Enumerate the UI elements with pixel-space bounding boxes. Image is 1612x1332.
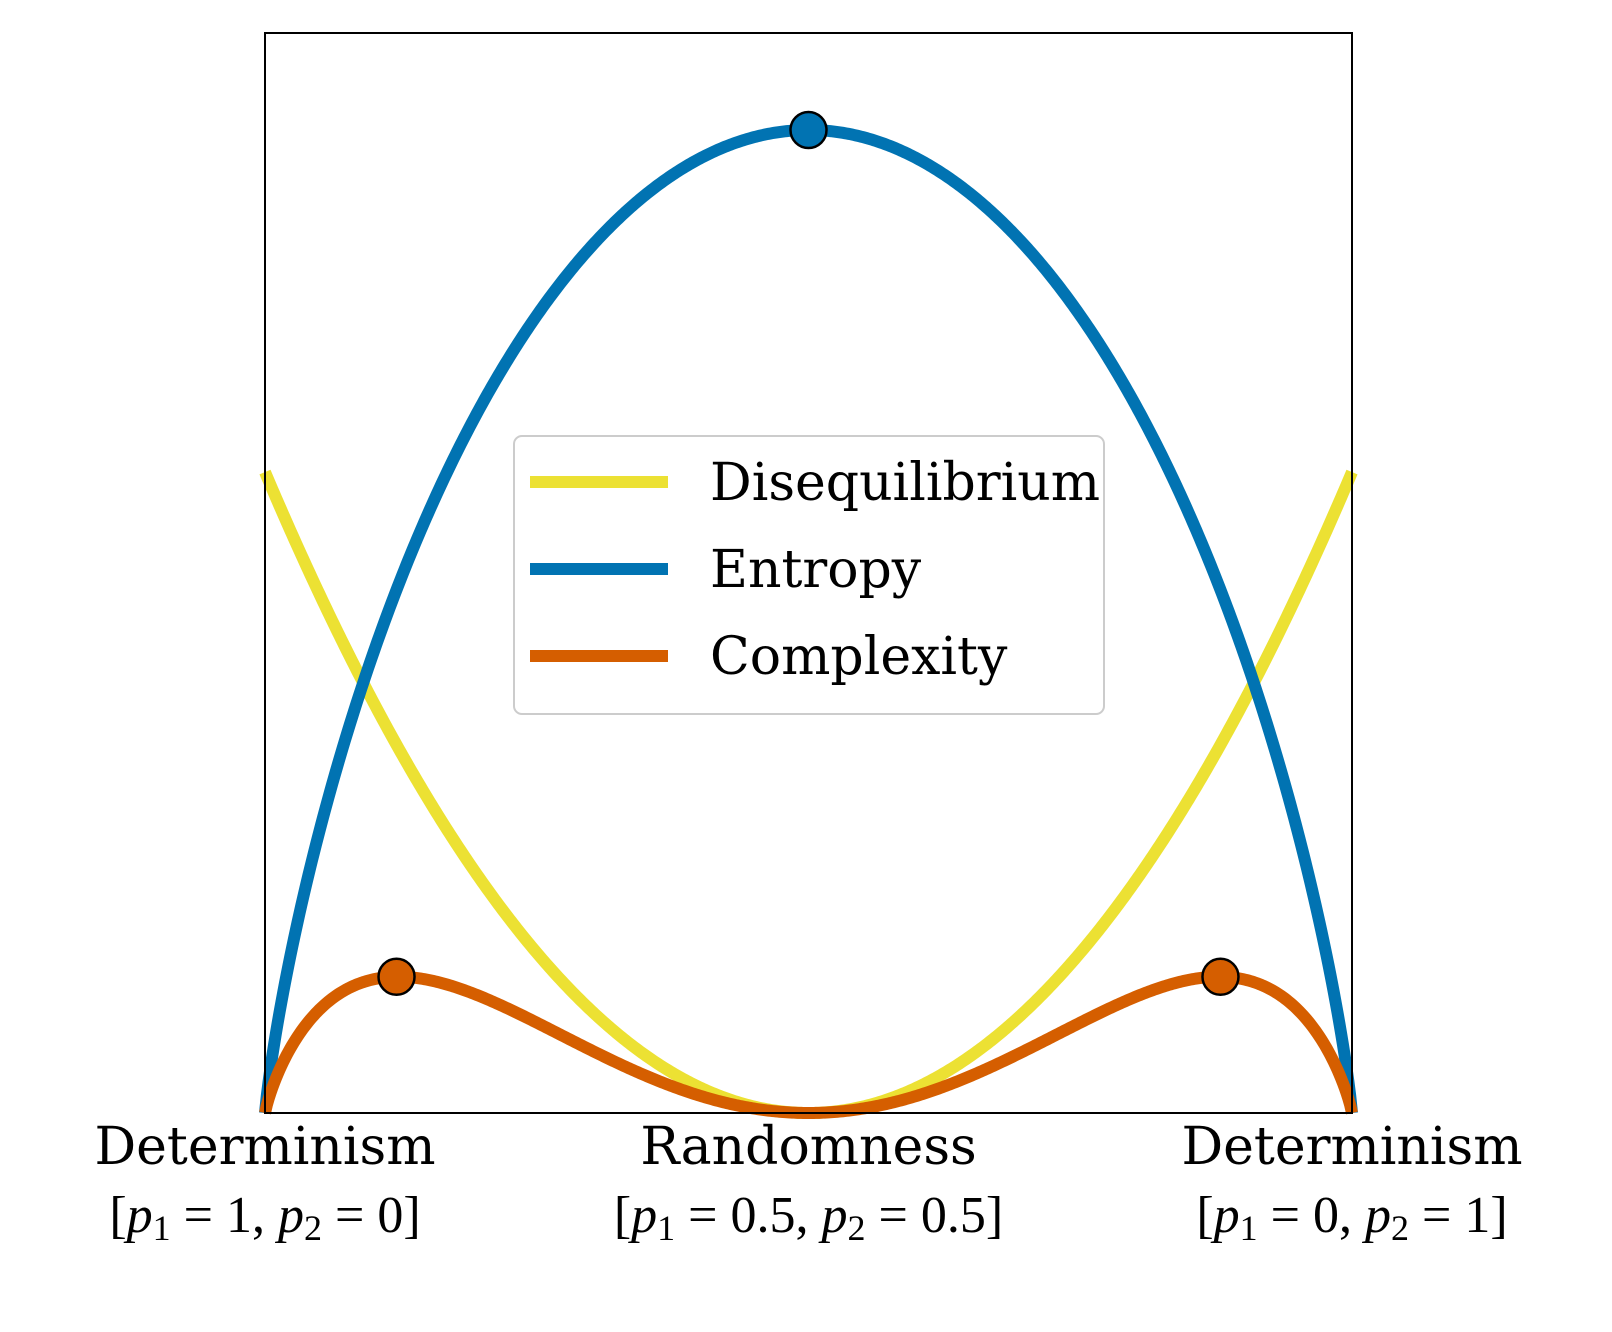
peak-markers (377, 110, 1240, 997)
peak-marker-complexity-2 (1201, 957, 1240, 997)
x-tick-label-0: Determinism (94, 1117, 435, 1177)
legend-label-entropy: Entropy (710, 540, 922, 600)
legend-box (513, 435, 1105, 715)
peak-marker-entropy-0 (789, 110, 828, 150)
x-tick-formula-1: [p1 = 0.5, p2 = 0.5] (614, 1187, 1003, 1248)
peak-marker-complexity-1 (377, 957, 416, 997)
x-tick-formula-0: [p1 = 1, p2 = 0] (109, 1187, 420, 1248)
series-line-complexity (259, 970, 1358, 1119)
x-tick-formula-2: [p1 = 0, p2 = 1] (1196, 1187, 1507, 1248)
legend-label-disequilibrium: Disequilibrium (710, 453, 1100, 513)
plot-frame (264, 32, 1353, 1114)
x-tick-label-2: Determinism (1181, 1117, 1522, 1177)
legend-label-complexity: Complexity (710, 627, 1008, 687)
legend: Disequilibrium Entropy Complexity (513, 435, 1105, 715)
x-tick-labels: Determinism [p1 = 1, p2 = 0] Randomness [p1… (94, 1117, 1522, 1248)
x-tick-label-1: Randomness (640, 1117, 976, 1177)
